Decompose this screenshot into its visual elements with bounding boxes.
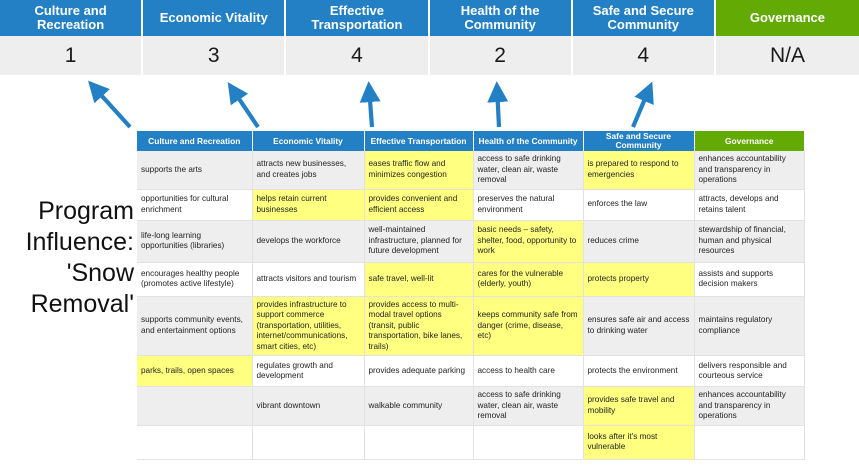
matrix-cell: basic needs – safety, shelter, food, opp… xyxy=(473,220,584,263)
arrow-to-effective-transportation xyxy=(359,81,381,128)
scorecard-header-governance: Governance xyxy=(715,0,859,36)
scorecard-column-health-of-the-community[interactable]: Health of the Community 2 xyxy=(429,0,573,75)
matrix-body: supports the arts attracts new businesse… xyxy=(137,151,805,460)
matrix-cell: provides access to multi-modal travel op… xyxy=(364,296,474,356)
matrix-header-safe-and-secure-community[interactable]: Safe and Secure Community xyxy=(583,131,695,151)
table-row: life-long learning opportunities (librar… xyxy=(137,220,805,263)
scorecard-header-economic-vitality: Economic Vitality xyxy=(143,0,287,36)
caption-line-3: 'Snow xyxy=(66,259,134,287)
matrix-cell xyxy=(137,425,253,460)
scorecard-column-culture-and-recreation[interactable]: Culture and Recreation 1 xyxy=(0,0,144,75)
scorecard-value-governance: N/A xyxy=(715,36,859,75)
matrix-cell: supports the arts xyxy=(137,151,253,190)
matrix-cell: is prepared to respond to emergencies xyxy=(583,151,695,190)
matrix-cell: cares for the vulnerable (elderly, youth… xyxy=(473,262,584,297)
scorecard-column-economic-vitality[interactable]: Economic Vitality 3 xyxy=(143,0,287,75)
caption-line-2: Influence: xyxy=(25,228,134,256)
matrix-cell xyxy=(364,425,474,460)
matrix-header-culture-and-recreation[interactable]: Culture and Recreation xyxy=(137,131,253,151)
matrix-cell xyxy=(137,386,253,426)
table-row: parks, trails, open spaces regulates gro… xyxy=(137,355,805,387)
matrix-cell: enhances accountability and transparency… xyxy=(694,386,805,426)
scorecard-column-governance[interactable]: Governance N/A xyxy=(715,0,859,75)
table-row: supports community events, and entertain… xyxy=(137,296,805,356)
matrix-header-health-of-the-community[interactable]: Health of the Community xyxy=(473,131,584,151)
matrix-cell: assists and supports decision makers xyxy=(694,262,805,297)
matrix-cell: supports community events, and entertain… xyxy=(137,296,253,356)
matrix-cell: safe travel, well-lit xyxy=(364,262,474,297)
scorecard-value-effective-transportation: 4 xyxy=(286,36,430,75)
matrix-cell: reduces crime xyxy=(583,220,695,263)
matrix-cell: delivers responsible and courteous servi… xyxy=(694,355,805,387)
matrix-cell: enhances accountability and transparency… xyxy=(694,151,805,190)
matrix-cell: ensures safe air and access to drinking … xyxy=(583,296,695,356)
arrow-layer xyxy=(88,80,654,129)
scorecard-header-health-of-the-community: Health of the Community xyxy=(429,0,573,36)
page-title: Program Influence: 'Snow Removal' xyxy=(4,196,134,320)
caption-line-4: Removal' xyxy=(30,290,134,318)
matrix-cell: provides safe travel and mobility xyxy=(583,386,695,426)
matrix-cell: regulates growth and development xyxy=(252,355,365,387)
table-row: vibrant downtown walkable community acce… xyxy=(137,386,805,426)
matrix-cell: access to safe drinking water, clean air… xyxy=(473,386,584,426)
matrix-cell: attracts visitors and tourism xyxy=(252,262,365,297)
matrix-cell: stewardship of financial, human and phys… xyxy=(694,220,805,263)
matrix-cell: life-long learning opportunities (librar… xyxy=(137,220,253,263)
scorecard-value-safe-and-secure-community: 4 xyxy=(572,36,716,75)
arrow-to-safe-and-secure-community xyxy=(631,81,654,128)
matrix-cell: maintains regulatory compliance xyxy=(694,296,805,356)
matrix-cell: preserves the natural environment xyxy=(473,189,584,221)
scorecard-header-effective-transportation: Effective Transportation xyxy=(286,0,430,36)
matrix-cell: access to safe drinking water, clean air… xyxy=(473,151,584,190)
matrix-cell: attracts, develops and retains talent xyxy=(694,189,805,221)
scorecard-column-effective-transportation[interactable]: Effective Transportation 4 xyxy=(286,0,430,75)
matrix-header-economic-vitality[interactable]: Economic Vitality xyxy=(252,131,365,151)
matrix-cell: enforces the law xyxy=(583,189,695,221)
arrow-to-economic-vitality xyxy=(227,82,260,129)
matrix-header-governance[interactable]: Governance xyxy=(694,131,804,151)
matrix-cell: provides convenient and efficient access xyxy=(364,189,474,221)
table-row: looks after it's most vulnerable xyxy=(137,425,805,460)
matrix-cell: attracts new businesses, and creates job… xyxy=(252,151,365,190)
arrow-to-culture-and-recreation xyxy=(88,80,132,129)
arrow-to-health-of-the-community xyxy=(487,81,509,128)
matrix-cell: opportunities for cultural enrichment xyxy=(137,189,253,221)
scorecard-value-economic-vitality: 3 xyxy=(143,36,287,75)
matrix-cell: parks, trails, open spaces xyxy=(137,355,253,387)
matrix-cell: protects the environment xyxy=(583,355,695,387)
matrix-cell: looks after it's most vulnerable xyxy=(583,425,695,460)
matrix-cell: protects property xyxy=(583,262,695,297)
matrix-cell xyxy=(473,425,584,460)
matrix-header-effective-transportation[interactable]: Effective Transportation xyxy=(364,131,474,151)
scorecard-header-culture-and-recreation: Culture and Recreation xyxy=(0,0,144,36)
matrix-cell xyxy=(694,425,805,460)
scorecard-header-safe-and-secure-community: Safe and Secure Community xyxy=(572,0,716,36)
table-row: supports the arts attracts new businesse… xyxy=(137,151,805,190)
matrix-cell: eases traffic flow and minimizes congest… xyxy=(364,151,474,190)
matrix-cell: well-maintained infrastructure, planned … xyxy=(364,220,474,263)
matrix-cell: provides infrastructure to support comme… xyxy=(252,296,365,356)
matrix-cell: develops the workforce xyxy=(252,220,365,263)
matrix-cell: keeps community safe from danger (crime,… xyxy=(473,296,584,356)
scorecard-value-culture-and-recreation: 1 xyxy=(0,36,144,75)
scorecard-column-safe-and-secure-community[interactable]: Safe and Secure Community 4 xyxy=(572,0,716,75)
influence-matrix-table: Culture and Recreation Economic Vitality… xyxy=(137,131,805,460)
caption-line-1: Program xyxy=(38,197,134,225)
scorecard-value-health-of-the-community: 2 xyxy=(429,36,573,75)
matrix-cell: provides adequate parking xyxy=(364,355,474,387)
matrix-cell: vibrant downtown xyxy=(252,386,365,426)
matrix-cell xyxy=(252,425,365,460)
matrix-cell: helps retain current businesses xyxy=(252,189,365,221)
scorecard-band: Culture and Recreation 1 Economic Vitali… xyxy=(0,0,859,75)
table-row: opportunities for cultural enrichment he… xyxy=(137,189,805,221)
matrix-cell: access to health care xyxy=(473,355,584,387)
matrix-cell: walkable community xyxy=(364,386,474,426)
matrix-cell: encourages healthy people (promotes acti… xyxy=(137,262,253,297)
table-row: encourages healthy people (promotes acti… xyxy=(137,262,805,297)
matrix-header-row: Culture and Recreation Economic Vitality… xyxy=(137,131,804,151)
